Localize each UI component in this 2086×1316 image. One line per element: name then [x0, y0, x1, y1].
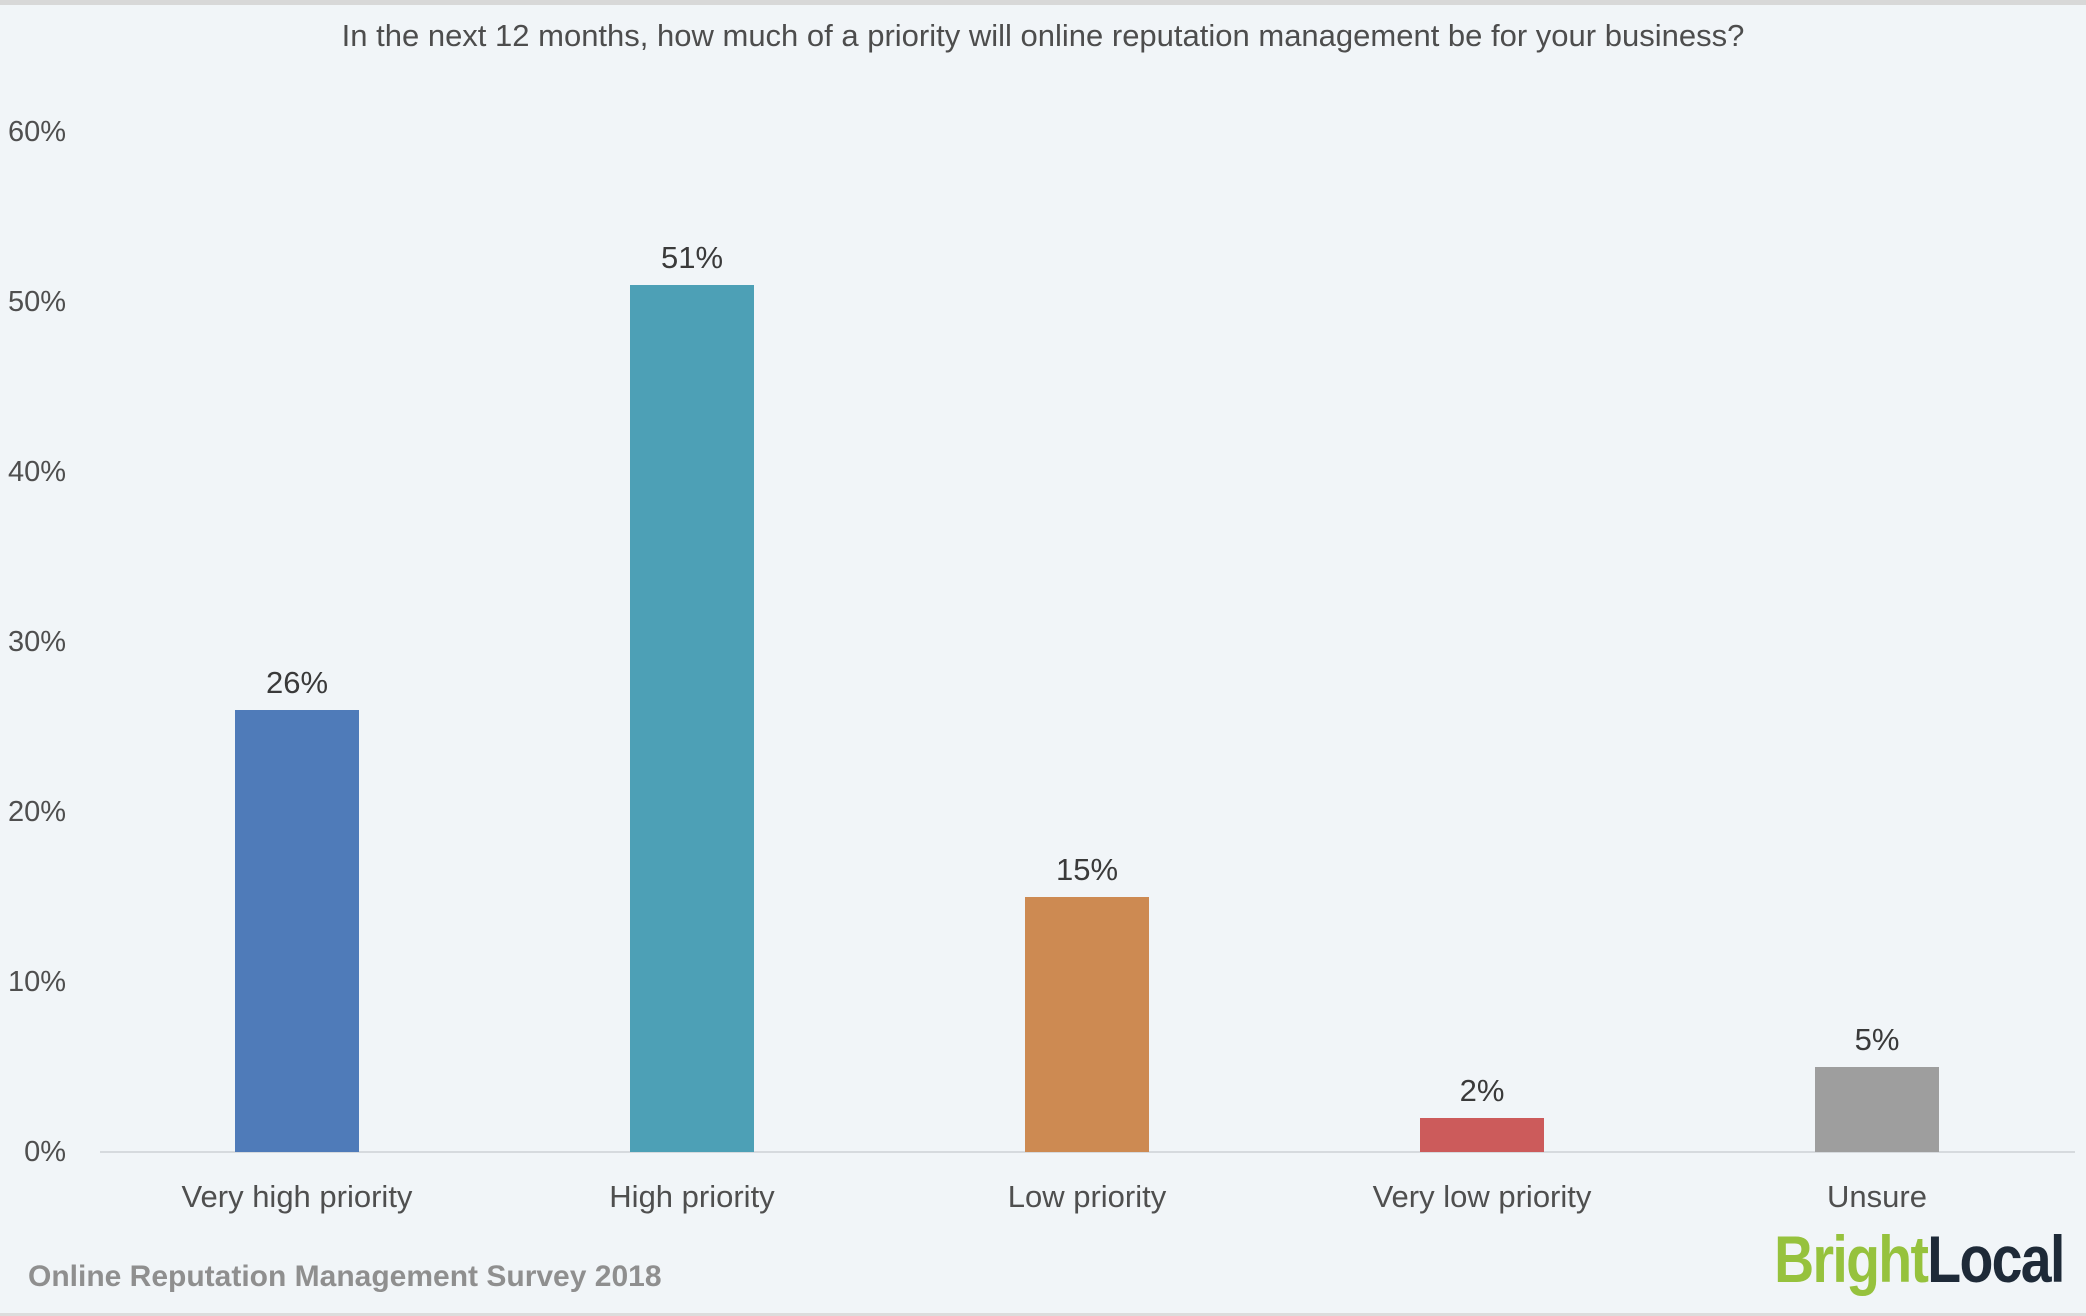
x-axis-category-label: Very low priority — [1372, 1179, 1592, 1214]
y-axis-tick-label: 40% — [7, 456, 66, 488]
y-axis-tick-label: 50% — [7, 286, 66, 318]
y-axis-tick-label: 30% — [7, 626, 66, 658]
x-axis-category-label: High priority — [609, 1179, 775, 1214]
bar-very-high-priority — [235, 710, 359, 1152]
brightlocal-logo: BrightLocal — [1774, 1218, 2066, 1300]
bar-high-priority — [630, 285, 754, 1152]
brightlocal-logo-local: Local — [1927, 1222, 2066, 1296]
x-axis-category-label: Low priority — [1007, 1179, 1167, 1214]
bar-very-low-priority — [1420, 1118, 1544, 1152]
y-axis-tick-label: 0% — [24, 1136, 66, 1168]
bar-value-label: 51% — [660, 240, 724, 275]
y-axis-tick-label: 60% — [7, 116, 66, 148]
bar-unsure — [1815, 1067, 1939, 1152]
bar-value-label: 15% — [1055, 852, 1119, 887]
x-axis-category-label: Unsure — [1827, 1179, 1927, 1214]
x-axis-category-label: Very high priority — [181, 1179, 413, 1214]
bar-value-label: 26% — [265, 665, 329, 700]
chart-title-text: In the next 12 months, how much of a pri… — [341, 18, 1745, 53]
bottom-border-strip — [0, 1313, 2086, 1316]
brightlocal-logo-bright: Bright — [1774, 1222, 1929, 1296]
top-border-strip — [0, 0, 2086, 5]
chart-title: In the next 12 months, how much of a pri… — [0, 12, 2086, 59]
bar-value-label: 2% — [1459, 1073, 1505, 1108]
y-axis-tick-label: 10% — [7, 966, 66, 998]
x-axis-line — [100, 1151, 2075, 1153]
source-caption: Online Reputation Management Survey 2018 — [28, 1260, 662, 1293]
y-axis-tick-label: 20% — [7, 796, 66, 828]
bar-low-priority — [1025, 897, 1149, 1152]
bar-value-label: 5% — [1854, 1022, 1900, 1057]
